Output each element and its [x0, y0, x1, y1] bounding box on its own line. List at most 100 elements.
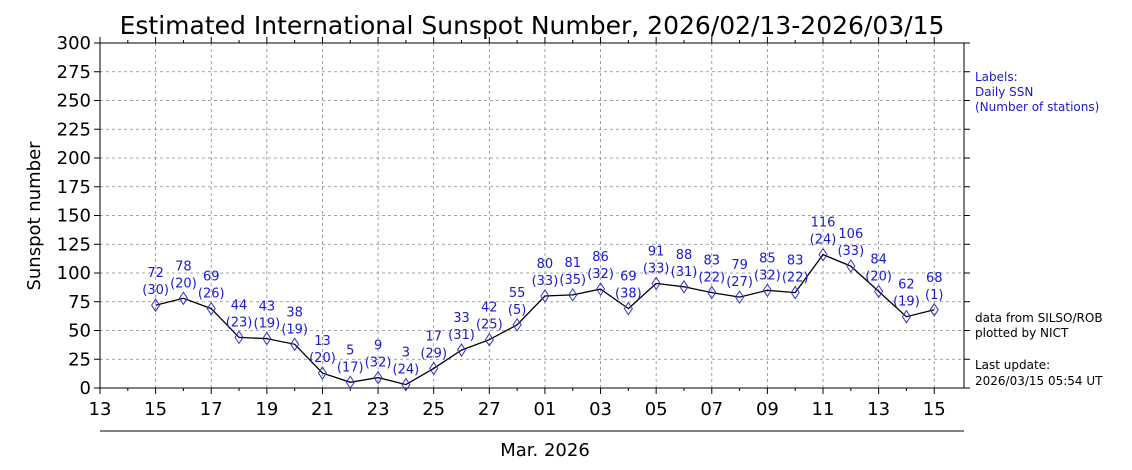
- data-label-value: 84: [870, 252, 887, 267]
- data-label-stations: (19): [281, 322, 308, 337]
- data-label-value: 83: [787, 254, 804, 269]
- data-label-value: 78: [175, 259, 192, 274]
- x-tick-label: 17: [200, 399, 223, 420]
- data-point: [484, 332, 494, 347]
- y-tick-label: 275: [57, 62, 91, 83]
- data-label-stations: (19): [893, 295, 920, 310]
- legend-note-line2: Daily SSN: [975, 85, 1033, 99]
- data-point: [151, 298, 161, 313]
- x-tick-label: 03: [589, 399, 612, 420]
- data-point: [846, 259, 856, 274]
- y-tick-label: 50: [68, 321, 91, 342]
- y-tick-label: 0: [80, 378, 91, 399]
- x-tick-label: 11: [812, 399, 835, 420]
- grid: [100, 43, 964, 388]
- data-labels: 72 (30) 78 (20) 69 (26) 44 (23) 43 (19) 38 (19) 13 (2…: [142, 216, 943, 378]
- data-label-value: 33: [453, 311, 470, 326]
- y-tick-label: 300: [57, 33, 91, 54]
- data-point: [345, 375, 355, 390]
- data-label-value: 85: [759, 251, 776, 266]
- legend-note-line1: Labels:: [975, 70, 1018, 84]
- data-label-stations: (30): [142, 283, 169, 298]
- data-label-value: 38: [286, 305, 303, 320]
- data-label-value: 44: [231, 298, 248, 313]
- y-tick-label: 250: [57, 91, 91, 112]
- data-label-stations: (35): [559, 273, 586, 288]
- data-label-value: 68: [926, 271, 943, 286]
- data-point: [623, 301, 633, 316]
- data-label-value: 86: [592, 250, 609, 265]
- update-note-line2: 2026/03/15 05:54 UT: [975, 374, 1103, 388]
- data-point: [929, 302, 939, 317]
- data-point: [818, 247, 828, 262]
- data-label-stations: (29): [420, 346, 447, 361]
- y-tick-label: 150: [57, 206, 91, 227]
- data-point: [512, 317, 522, 332]
- data-point: [290, 337, 300, 352]
- data-label-value: 69: [620, 270, 637, 285]
- x-tick-label: 25: [422, 399, 445, 420]
- legend-note-line3: (Number of stations): [975, 100, 1099, 114]
- y-tick-label: 25: [68, 349, 91, 370]
- data-point: [568, 287, 578, 302]
- y-tick-label: 100: [57, 263, 91, 284]
- data-label-stations: (1): [925, 288, 943, 303]
- x-tick-label: 05: [645, 399, 668, 420]
- data-label-value: 13: [314, 334, 331, 349]
- data-label-stations: (19): [254, 317, 281, 332]
- data-label-stations: (32): [365, 356, 392, 371]
- x-tick-label: 01: [533, 399, 556, 420]
- x-tick-label: 09: [756, 399, 779, 420]
- y-tick-label: 75: [68, 292, 91, 313]
- y-tick-label: 175: [57, 177, 91, 198]
- data-label-stations: (24): [393, 363, 420, 378]
- x-tick-label: 21: [311, 399, 334, 420]
- data-label-value: 62: [898, 278, 915, 293]
- x-tick-label: 15: [144, 399, 167, 420]
- data-label-value: 9: [374, 339, 382, 354]
- data-label-value: 79: [731, 258, 748, 273]
- data-point: [874, 284, 884, 299]
- y-tick-label: 125: [57, 234, 91, 255]
- data-point: [262, 331, 272, 346]
- data-label-value: 5: [346, 343, 354, 358]
- data-label-stations: (17): [337, 360, 364, 375]
- data-label-stations: (20): [865, 269, 892, 284]
- data-label-stations: (5): [508, 303, 526, 318]
- source-note-line1: data from SILSO/ROB: [975, 311, 1103, 325]
- data-label-value: 116: [811, 216, 836, 231]
- data-label-stations: (31): [448, 328, 475, 343]
- x-axis-ticks: 13 15 17 19 21 23 25 27 01 03 05 07 09 11 13 15: [89, 37, 946, 420]
- data-point: [790, 285, 800, 300]
- x-tick-label: 23: [367, 399, 390, 420]
- data-label-stations: (22): [782, 271, 809, 286]
- data-label-value: 55: [509, 286, 526, 301]
- series-ssn: [151, 247, 939, 392]
- data-label-value: 3: [402, 346, 410, 361]
- data-point: [456, 343, 467, 357]
- data-point: [234, 330, 244, 345]
- x-tick-label: 19: [255, 399, 278, 420]
- data-label-value: 17: [425, 329, 442, 344]
- data-label-stations: (23): [226, 315, 253, 330]
- chart-title: Estimated International Sunspot Number, …: [120, 11, 945, 40]
- data-point: [707, 285, 717, 300]
- data-label-value: 42: [481, 301, 498, 316]
- data-label-stations: (31): [671, 265, 698, 280]
- y-tick-label: 225: [57, 119, 91, 140]
- data-label-stations: (25): [476, 318, 503, 333]
- source-note-line2: plotted by NICT: [975, 326, 1069, 340]
- data-label-value: 72: [147, 266, 164, 281]
- x-tick-label: 07: [700, 399, 723, 420]
- data-point: [317, 366, 328, 380]
- series-line: [155, 253, 935, 386]
- data-label-stations: (26): [198, 287, 225, 302]
- update-note-line1: Last update:: [975, 358, 1050, 372]
- data-point: [734, 290, 745, 305]
- data-point: [679, 279, 689, 294]
- data-point: [762, 283, 772, 298]
- data-label-value: 106: [838, 227, 863, 242]
- data-label-value: 88: [676, 248, 693, 263]
